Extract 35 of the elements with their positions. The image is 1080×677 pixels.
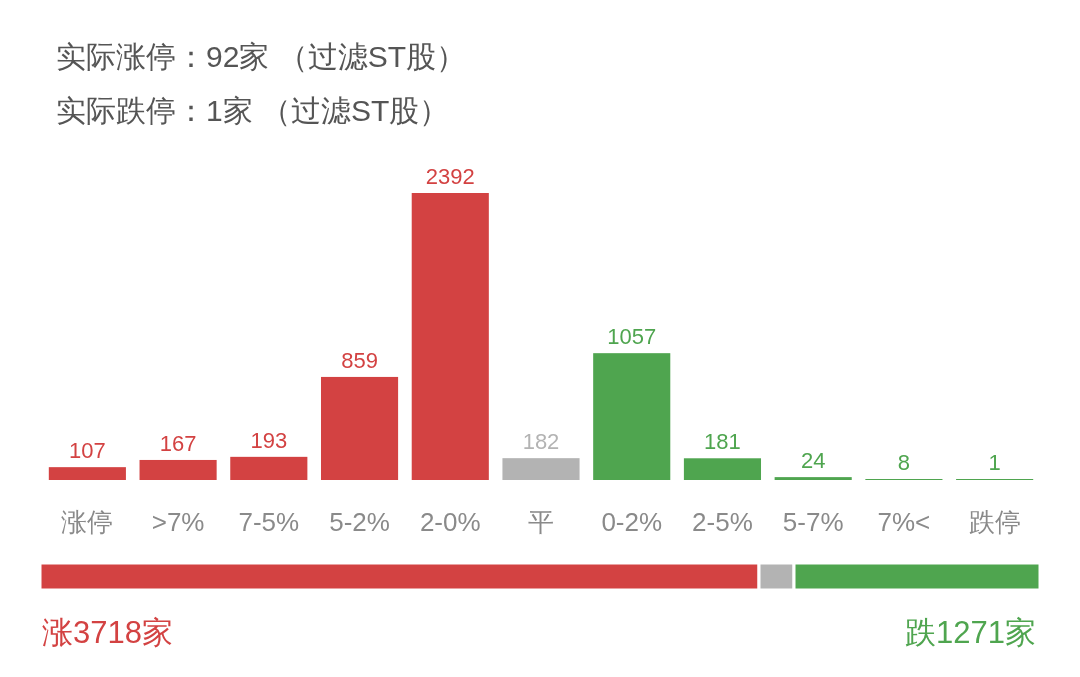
bar [48, 467, 126, 480]
data-label: 107 [69, 438, 106, 464]
data-label: 8 [897, 450, 911, 475]
data-label: 167 [159, 430, 197, 456]
x-tick-label: >7% [151, 507, 205, 537]
data-label: 182 [522, 429, 560, 455]
text: 实际跌停：1家 （过滤ST股） [56, 94, 450, 127]
bar [774, 477, 852, 480]
x-tick-label: 涨停 [61, 507, 114, 537]
text: 实际涨停：92家 （过滤ST股） [56, 40, 467, 73]
data-label: 2392 [425, 164, 475, 189]
text: 涨3718家 [42, 615, 173, 650]
bar [320, 376, 399, 480]
data-label: 1057 [607, 324, 657, 350]
bar [683, 458, 762, 480]
x-tick-label: 7-5% [238, 507, 300, 537]
bar [411, 193, 489, 480]
x-tick-label: 2-0% [419, 507, 481, 537]
x-tick-label: 跌停 [968, 507, 1021, 537]
bar [502, 458, 580, 480]
x-tick-label: 平 [528, 507, 554, 537]
data-label: 181 [704, 429, 741, 455]
x-tick-label: 2-5% [692, 507, 753, 537]
bar [139, 459, 217, 480]
x-tick-label: 5-7% [782, 507, 844, 537]
bar [593, 353, 671, 480]
text: 跌1271家 [905, 615, 1036, 650]
x-tick-label: 0-2% [601, 507, 663, 537]
x-tick-label: 5-2% [329, 507, 390, 537]
x-tick-label: 7%< [877, 507, 931, 537]
data-label: 24 [800, 448, 826, 474]
data-label: 1 [988, 450, 1001, 475]
data-label: 193 [250, 427, 288, 453]
data-label: 859 [341, 347, 378, 373]
bar [230, 456, 308, 480]
